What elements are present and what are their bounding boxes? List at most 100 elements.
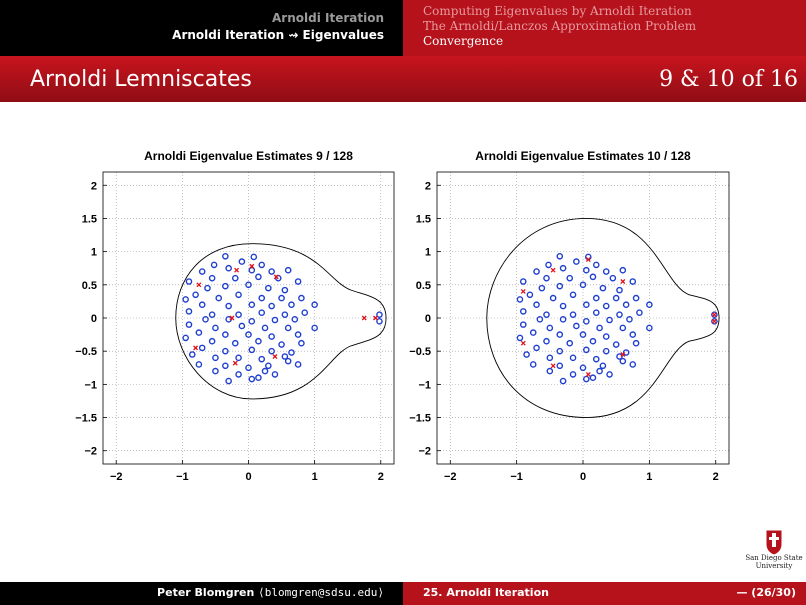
ritz-stroke <box>196 282 202 288</box>
eigenvalue-point <box>519 321 527 328</box>
nav-subsection[interactable]: Arnoldi Iteration ⇝ Eigenvalues <box>172 28 384 42</box>
eigenvalue-point <box>573 322 580 330</box>
ritz-stroke <box>229 315 235 321</box>
eigenvalue-point <box>592 309 600 316</box>
eigenvalue-point <box>288 349 295 356</box>
eigenvalue-point <box>288 301 295 309</box>
eigenvalue-point <box>573 258 580 265</box>
eigenvalue-point <box>271 316 279 324</box>
eigenvalue-point <box>526 291 534 299</box>
nav-section[interactable]: Arnoldi Iteration <box>272 11 384 25</box>
eigenvalue-point <box>629 361 637 368</box>
eigenvalue-point <box>583 266 590 274</box>
x-tick-label: 1 <box>312 471 318 483</box>
eigenvalue-point <box>212 324 219 332</box>
logo-line2: University <box>755 562 793 570</box>
x-tick-label: 2 <box>378 471 384 483</box>
eigenvalue-point <box>245 281 252 289</box>
eigenvalue-point <box>579 281 587 289</box>
eigenvalue-point <box>519 308 527 315</box>
toc-item[interactable]: The Arnoldi/Lanczos Approximation Proble… <box>423 19 697 33</box>
eigenvalue-point <box>231 339 239 347</box>
eigenvalue-point <box>592 294 600 302</box>
eigenvalue-point <box>284 266 292 274</box>
eigenvalue-point <box>255 374 262 382</box>
eigenvalue-point <box>204 284 211 292</box>
eigenvalue-point <box>609 274 617 282</box>
eigenvalue-point <box>245 364 252 372</box>
eigenvalue-point <box>258 355 266 363</box>
y-tick-label: 1 <box>425 247 431 259</box>
eigenvalue-point <box>222 252 229 260</box>
sdsu-logo: San Diego State University <box>744 528 804 576</box>
y-tick-label: 2 <box>91 180 97 192</box>
eigenvalue-point <box>278 341 285 348</box>
y-tick-label: 1.5 <box>82 213 97 225</box>
eigenvalue-point <box>523 351 530 358</box>
eigenvalue-point <box>210 261 218 269</box>
toc-item[interactable]: Computing Eigenvalues by Arnoldi Iterati… <box>423 4 692 18</box>
toc-item-current[interactable]: Convergence <box>423 34 504 48</box>
eigenvalue-point <box>235 311 242 318</box>
eigenvalue-point <box>265 284 272 292</box>
ritz-value-point <box>373 315 378 321</box>
eigenvalue-point <box>248 266 256 274</box>
eigenvalue-point <box>248 318 256 325</box>
eigenvalue-point <box>619 324 627 332</box>
ritz-stroke <box>620 352 626 357</box>
ritz-value-point <box>193 345 199 351</box>
eigenvalue-point <box>258 261 266 269</box>
eigenvalue-point <box>235 371 242 378</box>
eigenvalue-point <box>202 316 209 323</box>
eigenvalue-point <box>711 318 718 325</box>
y-tick-label: −1 <box>84 379 97 391</box>
eigenvalue-point <box>538 284 546 292</box>
eigenvalue-point <box>529 329 537 336</box>
logo-line1: San Diego State <box>745 554 803 562</box>
eigenvalue-point <box>533 301 540 309</box>
ritz-value-point <box>620 352 626 357</box>
eigenvalue-point <box>559 264 567 272</box>
eigenvalue-point <box>632 339 640 347</box>
author-name: Peter Blomgren <box>157 586 255 599</box>
eigenvalue-point <box>298 339 305 347</box>
ritz-value-point <box>520 288 526 294</box>
x-tick-label: 1 <box>646 471 652 483</box>
ritz-value-point <box>711 318 717 324</box>
eigenvalue-point <box>208 337 216 345</box>
eigenvalue-point <box>222 347 229 355</box>
ritz-value-point <box>550 363 556 369</box>
eigenvalue-point <box>569 311 577 318</box>
eigenvalue-point <box>195 329 203 336</box>
y-tick-label: 0.5 <box>416 280 431 292</box>
ritz-stroke <box>711 318 717 324</box>
eigenvalue-point <box>556 252 564 260</box>
eigenvalue-point <box>589 273 597 281</box>
eigenvalue-point <box>616 311 623 318</box>
shield-icon <box>765 529 783 556</box>
eigenvalue-point <box>616 353 623 360</box>
footer-author: Peter Blomgren ⟨blomgren@sdsu.edu⟩ <box>157 586 384 599</box>
x-tick-label: −1 <box>176 471 189 483</box>
footer-talk-title[interactable]: 25. Arnoldi Iteration <box>423 586 549 599</box>
eigenvalue-point <box>636 309 643 316</box>
eigenvalue-point <box>235 354 242 362</box>
eigenvalue-point <box>529 361 537 368</box>
eigenvalue-point <box>271 371 279 378</box>
eigenvalue-point <box>559 377 567 385</box>
eigenvalue-point <box>545 261 552 269</box>
eigenvalue-point <box>626 316 633 323</box>
eigenvalue-point <box>599 362 607 370</box>
eigenvalue-point <box>556 282 564 290</box>
ritz-value-point <box>585 371 591 377</box>
eigenvalue-point <box>602 268 610 275</box>
eigenvalue-point <box>261 367 269 375</box>
eigenvalue-point <box>268 347 275 355</box>
y-tick-label: −2 <box>84 446 97 458</box>
eigenvalue-point <box>543 274 550 282</box>
eigenvalue-point <box>188 351 196 358</box>
eigenvalue-point <box>569 371 577 378</box>
y-tick-label: 0 <box>91 313 97 325</box>
eigenvalue-point <box>619 357 627 365</box>
axes-frame <box>436 171 730 465</box>
